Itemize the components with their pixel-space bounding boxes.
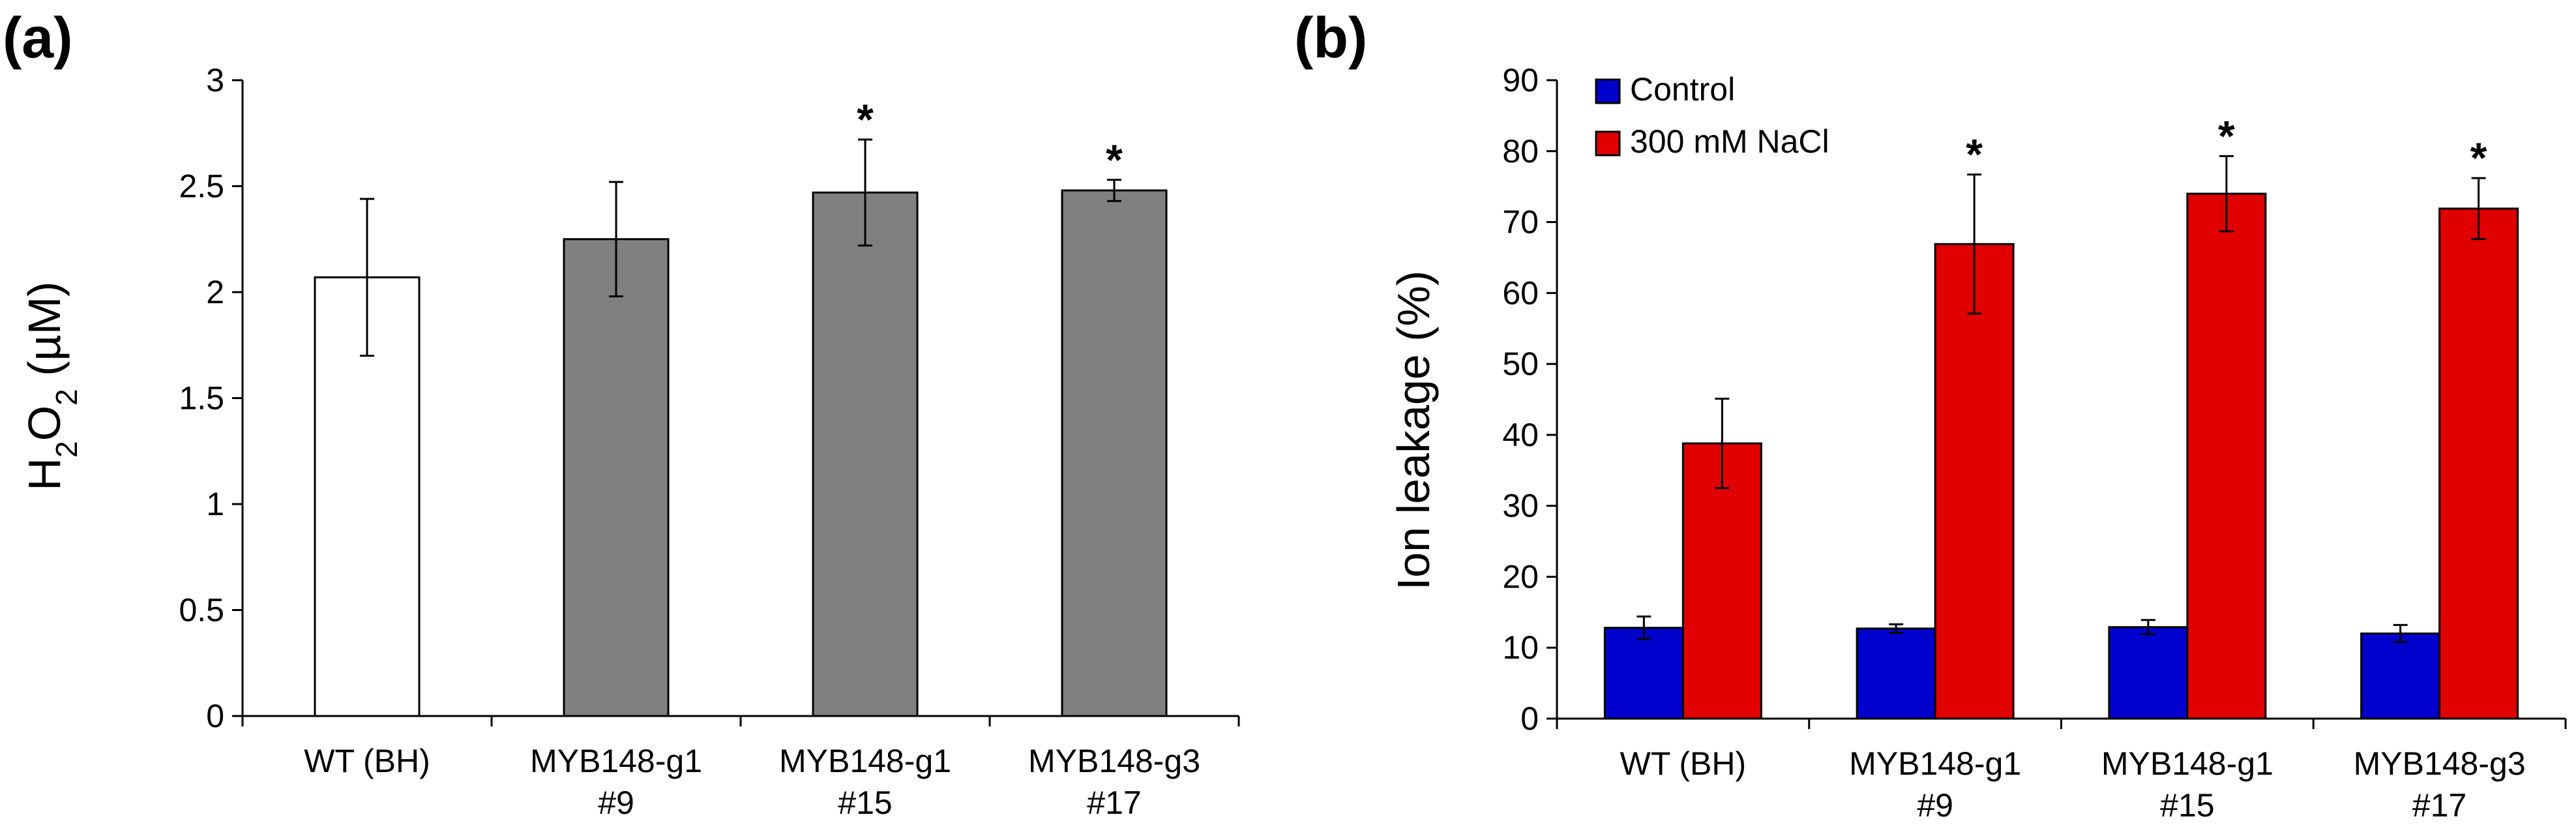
y-title-h: H xyxy=(19,458,70,491)
x-category-sublabel: #17 xyxy=(2412,787,2466,824)
legend-swatch xyxy=(1595,78,1621,104)
significance-marker: * xyxy=(1966,130,1983,179)
legend: Control 300 mM NaCl xyxy=(1595,71,1829,160)
x-category-sublabel: #9 xyxy=(1917,787,1953,824)
x-category-label: MYB148-g1 xyxy=(2101,745,2273,782)
control-bar xyxy=(2108,626,2189,720)
y-tick-label: 10 xyxy=(1502,629,1539,666)
y-title-sub-2: 2 xyxy=(50,389,83,406)
control-bar xyxy=(2360,632,2441,720)
y-tick-label: 0 xyxy=(206,698,224,734)
x-category-sublabel: #17 xyxy=(1087,784,1141,821)
panel-b-y-axis-title: Ion leakage (%) xyxy=(1388,271,1439,590)
y-title-o: O xyxy=(19,406,70,441)
x-category-label: MYB148-g1 xyxy=(530,743,702,779)
y-tick-label: 30 xyxy=(1502,488,1539,524)
h2o2-bar xyxy=(1061,189,1168,717)
y-tick-label: 3 xyxy=(206,62,224,98)
y-title-unit: (µM) xyxy=(19,282,70,389)
y-tick-label: 20 xyxy=(1502,558,1539,595)
panel-b-label: (b) xyxy=(1294,5,1367,70)
y-tick-label: 1 xyxy=(206,486,224,522)
h2o2-bar xyxy=(563,238,670,717)
x-category-label: MYB148-g3 xyxy=(1028,743,1200,779)
control-bar xyxy=(1603,627,1684,720)
y-tick-label: 1.5 xyxy=(179,380,224,417)
y-tick-label: 70 xyxy=(1502,204,1539,241)
nacl-bar xyxy=(1681,442,1762,720)
y-tick-label: 90 xyxy=(1502,62,1539,98)
legend-item: 300 mM NaCl xyxy=(1595,123,1829,160)
x-category-sublabel: #15 xyxy=(838,784,892,821)
x-category-sublabel: #15 xyxy=(2160,787,2214,824)
legend-label: 300 mM NaCl xyxy=(1630,123,1829,160)
y-tick-label: 0.5 xyxy=(179,592,224,629)
y-tick-label: 60 xyxy=(1502,275,1539,311)
legend-label: Control xyxy=(1630,71,1735,108)
x-category-label: MYB148-g1 xyxy=(779,743,951,779)
nacl-bar xyxy=(2438,207,2519,720)
x-category-label: WT (BH) xyxy=(304,743,430,779)
h2o2-bar xyxy=(812,191,919,717)
x-category-label: MYB148-g3 xyxy=(2354,745,2526,782)
nacl-bar xyxy=(2186,192,2267,720)
control-bar xyxy=(1856,627,1936,720)
x-category-label: WT (BH) xyxy=(1620,745,1746,782)
x-category-sublabel: #9 xyxy=(598,784,634,821)
panel-a-label: (a) xyxy=(3,5,73,70)
y-tick-label: 40 xyxy=(1502,417,1539,453)
y-tick-label: 2 xyxy=(206,274,224,310)
y-tick-label: 50 xyxy=(1502,346,1539,382)
panel-b-chart: (b) Ion leakage (%) 0 10 20 30 40 50 60 70 80 90 W… xyxy=(1294,5,2567,824)
y-tick-label: 2.5 xyxy=(179,168,224,205)
legend-item: Control xyxy=(1595,71,1735,108)
x-category-label: MYB148-g1 xyxy=(1849,745,2021,782)
y-tick-label: 80 xyxy=(1502,133,1539,170)
legend-swatch xyxy=(1595,130,1621,157)
panel-a-y-axis-title: H2O2 (µM) xyxy=(19,282,83,491)
significance-marker: * xyxy=(2218,112,2235,160)
y-tick-label: 0 xyxy=(1520,700,1539,737)
significance-marker: * xyxy=(2470,134,2487,182)
significance-marker: * xyxy=(1106,136,1123,184)
y-title-sub-1: 2 xyxy=(50,441,83,458)
significance-marker: * xyxy=(857,95,874,143)
nacl-bar xyxy=(1934,243,2015,720)
